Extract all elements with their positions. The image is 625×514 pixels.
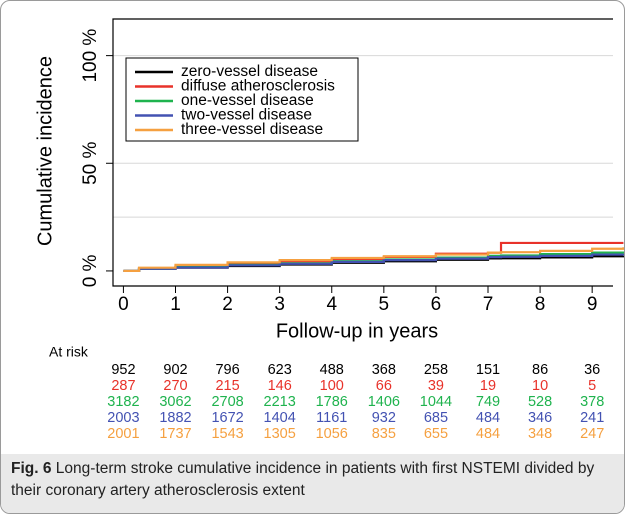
y-axis-label: Cumulative incidence [34, 56, 56, 246]
legend-label: diffuse atherosclerosis [181, 78, 335, 95]
x-tick-label: 1 [170, 294, 181, 315]
at-risk-count: 749 [476, 394, 500, 410]
at-risk-count: 1406 [368, 394, 400, 410]
at-risk-count: 100 [320, 378, 344, 394]
step-line [123, 253, 624, 273]
at-risk-count: 528 [528, 394, 552, 410]
at-risk-count: 932 [372, 410, 396, 426]
at-risk-count: 241 [580, 410, 604, 426]
legend-label: zero-vessel disease [181, 63, 318, 80]
at-risk-count: 287 [111, 378, 135, 394]
at-risk-count: 36 [584, 362, 600, 378]
x-tick-label: 6 [431, 294, 442, 315]
at-risk-count: 5 [588, 378, 596, 394]
at-risk-count: 1543 [211, 426, 243, 442]
legend-label: three-vessel disease [181, 121, 323, 138]
y-tick-label: 0 % [80, 254, 101, 287]
chart: Cumulative incidence Follow-up in years … [34, 18, 624, 442]
at-risk-count: 484 [476, 410, 500, 426]
at-risk-count: 685 [424, 410, 448, 426]
at-risk-count: 258 [424, 362, 448, 378]
at-risk-count: 10 [532, 378, 548, 394]
at-risk-count: 270 [163, 378, 187, 394]
at-risk-count: 39 [428, 378, 444, 394]
at-risk-count: 151 [476, 362, 500, 378]
at-risk-count: 902 [163, 362, 187, 378]
at-risk-count: 1056 [316, 426, 348, 442]
at-risk-count: 1161 [316, 410, 347, 426]
y-tick-label: 100 % [80, 29, 101, 83]
x-axis-label: Follow-up in years [276, 320, 438, 342]
legend-label: one-vessel disease [181, 92, 314, 109]
plot-frame [112, 18, 613, 287]
at-risk-count: 952 [111, 362, 135, 378]
at-risk-count: 835 [372, 426, 396, 442]
at-risk-count: 2708 [211, 394, 243, 410]
caption-label: Fig. 6 [11, 460, 52, 477]
y-tick-label: 50 % [80, 142, 101, 185]
at-risk-count: 215 [215, 378, 239, 394]
at-risk-count: 146 [268, 378, 292, 394]
x-tick-label: 7 [483, 294, 494, 315]
at-risk-count: 1672 [211, 410, 243, 426]
at-risk-count: 378 [580, 394, 604, 410]
x-tick-label: 5 [379, 294, 390, 315]
at-risk-count: 2003 [107, 410, 139, 426]
at-risk-count: 86 [532, 362, 548, 378]
at-risk-count: 623 [268, 362, 292, 378]
at-risk-count: 346 [528, 410, 552, 426]
step-line [123, 247, 624, 273]
x-tick-label: 8 [535, 294, 546, 315]
at-risk-count: 1044 [420, 394, 452, 410]
at-risk-count: 1404 [264, 410, 296, 426]
x-tick-label: 9 [587, 294, 598, 315]
at-risk-count: 2213 [264, 394, 296, 410]
at-risk-count: 655 [424, 426, 448, 442]
x-tick-label: 0 [118, 294, 129, 315]
at-risk-label: At risk [49, 344, 89, 360]
caption-text: Long-term stroke cumulative incidence in… [11, 460, 595, 499]
at-risk-count: 1305 [264, 426, 296, 442]
at-risk-count: 488 [320, 362, 344, 378]
at-risk-count: 19 [480, 378, 496, 394]
at-risk-count: 247 [580, 426, 604, 442]
at-risk-count: 1786 [316, 394, 348, 410]
at-risk-count: 796 [215, 362, 239, 378]
at-risk-count: 2001 [107, 426, 139, 442]
legend-label: two-vessel disease [181, 107, 312, 124]
at-risk-count: 1737 [159, 426, 191, 442]
at-risk-count: 3182 [107, 394, 139, 410]
at-risk-count: 348 [528, 426, 552, 442]
at-risk-count: 484 [476, 426, 500, 442]
caption: Fig. 6 Long-term stroke cumulative incid… [1, 454, 624, 513]
x-tick-label: 2 [222, 294, 233, 315]
at-risk-count: 368 [372, 362, 396, 378]
at-risk-count: 3062 [159, 394, 191, 410]
x-tick-label: 4 [326, 294, 337, 315]
x-tick-label: 3 [274, 294, 285, 315]
at-risk-count: 66 [376, 378, 392, 394]
at-risk-count: 1882 [159, 410, 191, 426]
